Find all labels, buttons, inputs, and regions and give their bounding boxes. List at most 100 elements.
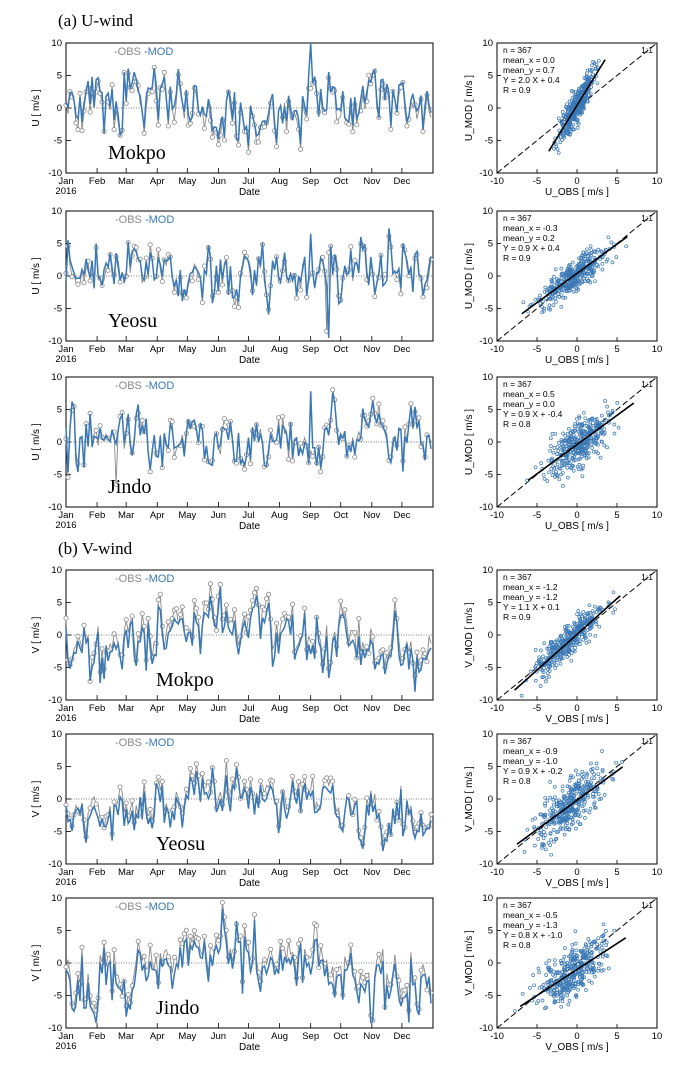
y-axis-label: V_MOD [ m/s ] [464, 766, 475, 832]
x-tick-label: Sep [302, 510, 319, 521]
obs-point [245, 149, 251, 155]
scatter-point [570, 260, 575, 265]
x-tick-label: Jan [58, 344, 73, 355]
obs-point [302, 774, 308, 780]
scatter-point [520, 991, 525, 996]
x-axis-label: V_OBS [ m/s ] [545, 878, 609, 889]
x-tick-label: 5 [614, 867, 619, 878]
scatter-point [573, 813, 578, 818]
x-tick-label: 10 [652, 1031, 663, 1042]
y-axis-label: V [ m/s ] [31, 944, 42, 981]
scatter-point [549, 280, 554, 285]
x-tick-label: Jun [211, 1031, 226, 1042]
scatter-point [599, 945, 604, 950]
scatter-point [557, 636, 562, 641]
scatter-point [549, 837, 553, 842]
scatter-point [577, 86, 582, 91]
x-tick-label: Mar [118, 867, 134, 878]
obs-point [193, 606, 199, 612]
obs-point [241, 466, 247, 472]
scatter-point [573, 629, 577, 634]
y-axis-label: U [ m/s ] [31, 257, 42, 294]
scatter-point [584, 76, 588, 81]
scatter-point [560, 788, 565, 793]
x-tick-label: Dec [393, 344, 410, 355]
obs-point [404, 123, 410, 129]
obs-point [147, 942, 153, 948]
obs-point [310, 773, 316, 779]
scatter-point [576, 91, 581, 95]
scatter-point [613, 607, 617, 612]
scatter-point [588, 244, 593, 249]
obs-point [280, 945, 286, 951]
x-tick-label: Sep [302, 344, 319, 355]
scatter-point [581, 262, 586, 267]
scatter-point [582, 274, 587, 279]
x-tick-label: Sep [302, 1031, 319, 1042]
y-tick-label: 0 [488, 794, 493, 805]
obs-point [247, 776, 253, 782]
scatter-point [570, 454, 575, 458]
one-to-one-label: 1:1 [641, 379, 653, 389]
scatter-point [577, 414, 582, 419]
y-tick-label: -5 [54, 136, 62, 147]
scatter-point [561, 974, 565, 978]
scatter-point [549, 639, 554, 644]
scatter-point [606, 600, 611, 605]
scatter-point [581, 982, 586, 987]
scatter-point [586, 611, 591, 615]
stat-mean-y: mean_y = 0.2 [503, 233, 555, 243]
scatter-point [578, 102, 583, 107]
x-tick-label: Feb [89, 1031, 105, 1042]
x-tick-label: -10 [490, 510, 504, 521]
regression-line [521, 235, 628, 315]
obs-point [165, 619, 171, 625]
x-tick-label: Apr [150, 703, 165, 714]
x-tick-label: Apr [150, 867, 165, 878]
obs-point [63, 615, 69, 621]
scatter-point [548, 436, 553, 441]
y-tick-label: -5 [485, 136, 493, 147]
scatter-point [562, 810, 567, 815]
scatter-point [604, 943, 609, 948]
stat-r: R = 0.8 [503, 419, 531, 429]
scatter-point [558, 820, 563, 824]
x-tick-label: Feb [89, 867, 105, 878]
obs-point [380, 418, 386, 424]
scatter-point [543, 795, 548, 800]
scatter-point [587, 639, 592, 644]
scatter-point [589, 442, 594, 447]
x-tick-label: Apr [150, 1031, 165, 1042]
scatter-point [544, 679, 548, 684]
y-tick-label: -5 [485, 991, 493, 1002]
scatter-point [567, 99, 572, 104]
scatter-point [568, 794, 573, 798]
scatter-point [573, 787, 578, 791]
section-title-u-wind: (a) U-wind [58, 11, 134, 30]
scatter-point [586, 795, 590, 800]
y-tick-label: 0 [488, 630, 493, 641]
x-tick-label: 5 [614, 510, 619, 521]
scatter-point [575, 92, 580, 96]
scatter-point [563, 433, 568, 438]
obs-point [189, 278, 195, 284]
obs-point [247, 461, 253, 467]
scatter-point [542, 641, 547, 645]
x-tick-label: Nov [363, 1031, 380, 1042]
scatter-point [611, 590, 616, 595]
plot-area: -10 -5 0 5 10 Jan Feb Mar Apr May Jun Jul Aug Sep Oct N… [31, 38, 662, 1053]
x-tick-label: Jul [242, 510, 254, 521]
scatter-point [597, 961, 602, 966]
y-tick-label: 10 [482, 565, 493, 576]
scatter-point [591, 449, 596, 454]
y-tick-label: 5 [57, 405, 62, 416]
x-axis-label: U_OBS [ m/s ] [545, 187, 609, 198]
scatter-point [551, 808, 556, 813]
mod-series-line [65, 908, 432, 1024]
x-tick-label: Mar [118, 176, 134, 187]
obs-point [284, 128, 290, 134]
scatter-point [588, 422, 592, 427]
y-tick-label: -10 [48, 1023, 62, 1034]
scatter-point [578, 110, 583, 115]
scatter-point [606, 966, 611, 971]
